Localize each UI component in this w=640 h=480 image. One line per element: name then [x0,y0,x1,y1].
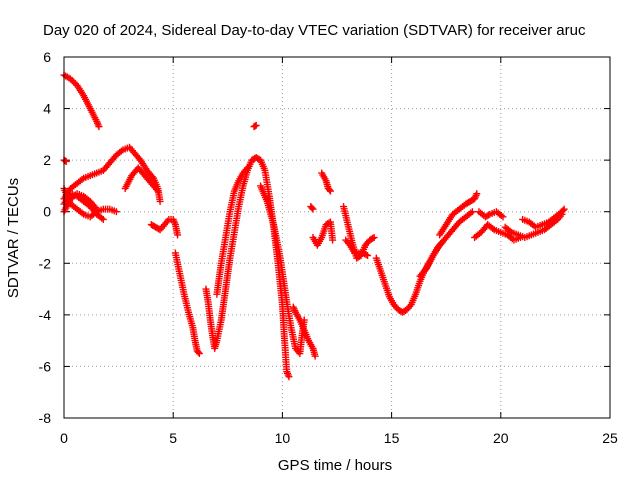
series-arc-k [213,164,251,298]
y-tick-label: -6 [39,358,52,374]
y-tick-label: -8 [39,410,52,426]
x-tick-label: 20 [493,430,509,446]
y-tick-label: 6 [43,49,51,65]
series-arc-y [501,210,566,241]
y-tick-label: 2 [43,152,51,168]
series-arc-v [436,190,481,239]
series-arc-x [475,208,507,221]
y-tick-label: 4 [43,101,51,117]
data-points [60,71,568,381]
series-arc-n [289,303,319,360]
series-arc-l [250,121,260,131]
y-tick-label: 0 [43,204,51,220]
x-tick-label: 5 [169,430,177,446]
series-arc-b [60,156,70,165]
x-tick-label: 0 [60,430,68,446]
series-arc-o [309,218,337,249]
series-arc-z [519,205,568,231]
grid [64,57,610,418]
series-arc-s [342,236,372,260]
series-arc-q [307,203,317,213]
series-arc-i [171,249,203,358]
x-tick-label: 25 [602,430,618,446]
chart-title: Day 020 of 2024, Sidereal Day-to-day VTE… [43,22,586,39]
y-axis-title: SDTVAR / TECUs [5,178,22,298]
series-arc-m [257,182,308,358]
series-arc-a [60,71,103,131]
series-arc-h [147,215,182,239]
y-tick-label: -4 [39,307,52,323]
x-axis-title: GPS time / hours [278,457,392,474]
series-arc-u [416,208,476,280]
x-tick-label: 10 [275,430,291,446]
series-arc-g [121,164,162,195]
plot-frame [63,56,611,419]
series-arc-t [372,239,446,316]
series-arc-p [318,169,334,195]
y-tick-label: -2 [39,255,52,271]
x-tick-label: 15 [384,430,400,446]
